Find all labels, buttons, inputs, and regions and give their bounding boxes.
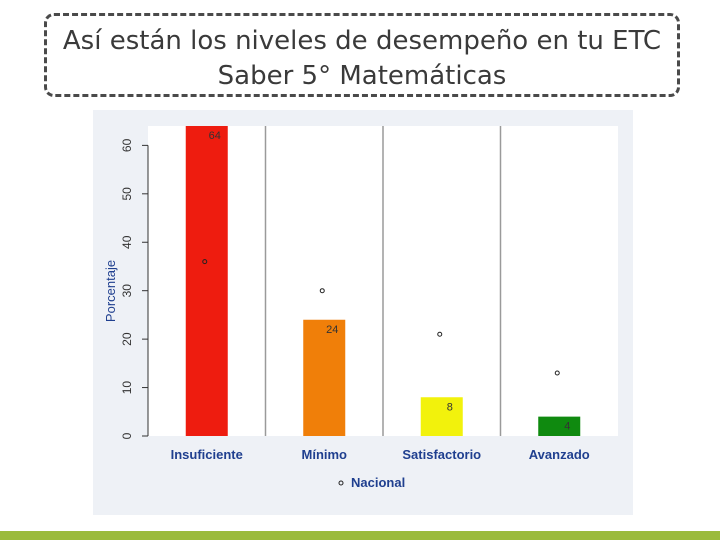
x-category-label: Avanzado [529,447,590,462]
bottom-accent-bar [0,531,720,540]
national-marker [202,259,208,265]
legend-national-marker [338,480,344,486]
national-marker [319,288,325,294]
bar-value-label: 8 [447,401,453,413]
y-tick-label: 0 [120,432,134,439]
slide-title-line1: Así están los niveles de desempeño en tu… [62,26,662,56]
national-marker [554,370,560,376]
y-tick-label: 40 [120,235,134,249]
bar-chart: 0 10 20 30 40 50 60 Porcentaje 64 24 8 4 Insuficient… [103,126,618,490]
bar [420,397,463,436]
chart-panel: 0 10 20 30 40 50 60 Porcentaje 64 24 8 4 Insuficient… [93,110,633,515]
bar-value-label: 24 [326,324,338,336]
y-tick-label: 10 [120,381,134,395]
x-category-label: Insuficiente [171,447,243,462]
y-tick-label: 20 [120,332,134,346]
slide-title-line2: Saber 5° Matemáticas [217,61,507,91]
y-axis-label: Porcentaje [103,260,118,322]
bar-value-label: 4 [564,421,570,433]
x-category-label: Mínimo [302,447,348,462]
y-tick-label: 30 [120,284,134,298]
bar [303,319,346,436]
bar-value-label: 64 [209,130,221,142]
national-marker [437,331,443,337]
y-tick-label: 60 [120,138,134,152]
title-frame [44,13,680,97]
legend-national-label: Nacional [351,475,405,490]
x-category-label: Satisfactorio [402,447,481,462]
bar [538,416,581,436]
y-tick-label: 50 [120,187,134,201]
bar [185,126,228,436]
